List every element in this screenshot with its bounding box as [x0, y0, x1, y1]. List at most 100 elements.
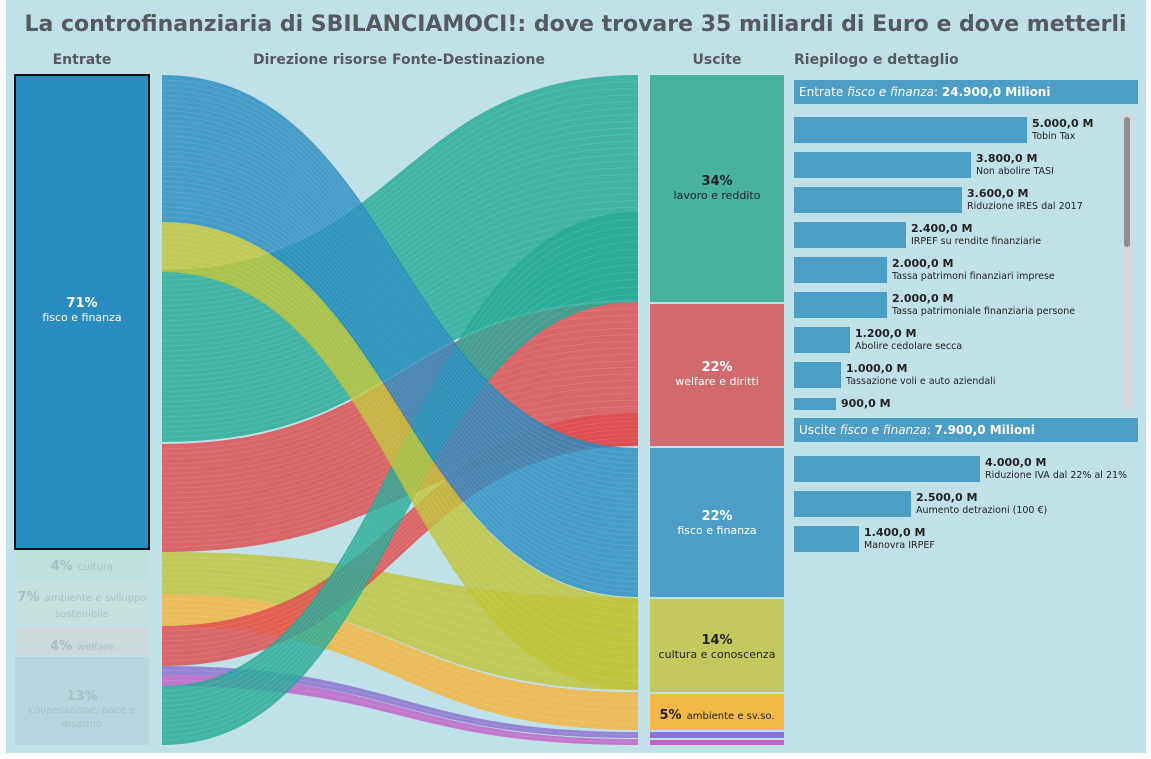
- header-prefix: Uscite: [799, 423, 840, 437]
- target-pct: 22%: [701, 360, 733, 375]
- target-label-ambiente[interactable]: 5% ambiente e sv.so.: [650, 704, 784, 723]
- flow-strand: [161, 145, 639, 521]
- flow-strand: [161, 216, 639, 593]
- target-label-welfare[interactable]: 22% welfare e diritti: [650, 360, 784, 388]
- header-uscite: Uscite: [692, 52, 742, 68]
- flow-strand: [161, 264, 639, 721]
- target-block-extra-2[interactable]: [650, 740, 784, 745]
- source-label-welfare[interactable]: 4% welfare: [15, 635, 149, 654]
- target-pct: 5%: [659, 708, 682, 723]
- target-block-cultura[interactable]: [650, 599, 784, 692]
- flow-yellow-lower-ribbon: [162, 552, 638, 690]
- flow-magenta-ribbon: [162, 675, 638, 745]
- flow-strand: [161, 206, 639, 582]
- flow-strand: [161, 266, 639, 682]
- flow-strand: [161, 160, 639, 536]
- flow-blue-main[interactable]: [161, 75, 639, 597]
- detail-value: 2.000,0 M: [892, 257, 954, 270]
- flow-strand: [161, 256, 639, 663]
- flow-strand: [161, 241, 639, 636]
- source-pct: 7%: [17, 590, 40, 605]
- detail-bar[interactable]: [794, 152, 971, 178]
- flow-strand: [161, 271, 639, 726]
- source-block-fisco[interactable]: [14, 74, 150, 550]
- flow-strand: [161, 105, 639, 480]
- target-label-fisco[interactable]: 22% fisco e finanza: [650, 509, 784, 537]
- target-blocks: [650, 75, 784, 745]
- detail-label: Tobin Tax: [1032, 131, 1076, 142]
- target-pct: 22%: [701, 509, 733, 524]
- flow-strand: [161, 120, 639, 306]
- flow-strand: [161, 251, 639, 654]
- sankey-flows: [161, 75, 639, 745]
- flow-strand: [161, 134, 639, 316]
- target-block-lavoro[interactable]: [650, 75, 784, 302]
- flow-green-main-ribbon: [162, 75, 638, 442]
- flow-strand: [161, 99, 639, 475]
- flow-strand: [161, 598, 639, 699]
- target-label-lavoro[interactable]: 34% lavoro e reddito: [650, 174, 784, 202]
- flow-strand: [161, 175, 639, 552]
- target-name: ambiente e sv.so.: [686, 711, 775, 722]
- detail-value: 4.000,0 M: [985, 456, 1047, 469]
- header-separator: :: [926, 423, 935, 437]
- flow-strand: [161, 127, 639, 311]
- flow-strand: [161, 130, 639, 505]
- source-block-welfare[interactable]: [15, 627, 149, 655]
- target-block-fisco[interactable]: [650, 448, 784, 597]
- source-label-cultura[interactable]: 4% cultura: [15, 555, 149, 574]
- target-pct: 14%: [701, 633, 733, 648]
- detail-label: Aumento detrazioni (100 €): [916, 505, 1048, 516]
- detail-bar[interactable]: [794, 257, 887, 283]
- detail-bar[interactable]: [794, 398, 836, 410]
- flow-strand: [161, 165, 639, 541]
- flow-strand: [161, 231, 639, 617]
- target-block-ambiente[interactable]: [650, 694, 784, 730]
- detail-bar[interactable]: [794, 222, 906, 248]
- detail-label: Tassa patrimoniale finanziaria persone: [892, 306, 1076, 317]
- target-label-cultura[interactable]: 14% cultura e conoscenza: [650, 633, 784, 661]
- flow-blue-main-ribbon: [162, 75, 638, 597]
- target-block-welfare[interactable]: [650, 304, 784, 446]
- detail-bar[interactable]: [794, 292, 887, 318]
- header-riepilogo: Riepilogo e dettaglio: [794, 52, 959, 68]
- source-name: cultura: [78, 562, 114, 573]
- detail-bar[interactable]: [794, 327, 850, 353]
- source-pct: 4%: [50, 639, 73, 654]
- target-name: cultura e conoscenza: [658, 648, 776, 661]
- detail-value: 1.400,0 M: [864, 526, 926, 539]
- detail-bar[interactable]: [794, 526, 859, 552]
- target-block-extra-1[interactable]: [650, 732, 784, 738]
- scrollbar-thumb[interactable]: [1124, 117, 1130, 247]
- target-name: fisco e finanza: [677, 524, 757, 537]
- source-label-fisco[interactable]: 71% fisco e finanza: [15, 296, 149, 324]
- flow-red-small-ribbon: [162, 413, 638, 666]
- entrate-summary-header: Entrate fisco e finanza: 24.900,0 Milion…: [794, 80, 1138, 104]
- flow-strand: [161, 110, 639, 485]
- flow-strand: [161, 236, 639, 626]
- flow-strand: [161, 135, 639, 511]
- detail-bar[interactable]: [794, 117, 1027, 143]
- source-block-cooperazione[interactable]: [15, 657, 149, 745]
- flow-strand: [161, 79, 639, 454]
- source-label-cooperazione[interactable]: 13% cooperazione, pace e disarmo: [20, 690, 144, 732]
- detail-bar[interactable]: [794, 187, 962, 213]
- header-amount: 24.900,0 Milioni: [941, 85, 1051, 99]
- detail-bar[interactable]: [794, 362, 841, 388]
- detail-bar[interactable]: [794, 456, 980, 482]
- detail-value: 1.200,0 M: [855, 327, 917, 340]
- header-prefix: Entrate: [799, 85, 848, 99]
- source-block-ambiente[interactable]: [15, 580, 149, 625]
- flow-strand: [161, 588, 639, 679]
- flow-yellow-upper[interactable]: [161, 222, 639, 690]
- flow-purple-ribbon: [162, 666, 638, 738]
- detail-label: Manovra IRPEF: [864, 540, 935, 551]
- source-block-cultura[interactable]: [15, 551, 149, 578]
- flow-strand: [161, 191, 639, 567]
- source-label-ambiente[interactable]: 7% ambiente e sviluppo sostenibile: [15, 589, 149, 621]
- uscite-summary-header: Uscite fisco e finanza: 7.900,0 Milioni: [794, 418, 1138, 442]
- detail-value: 2.400,0 M: [911, 222, 973, 235]
- flow-strand: [161, 115, 639, 490]
- detail-bar[interactable]: [794, 491, 911, 517]
